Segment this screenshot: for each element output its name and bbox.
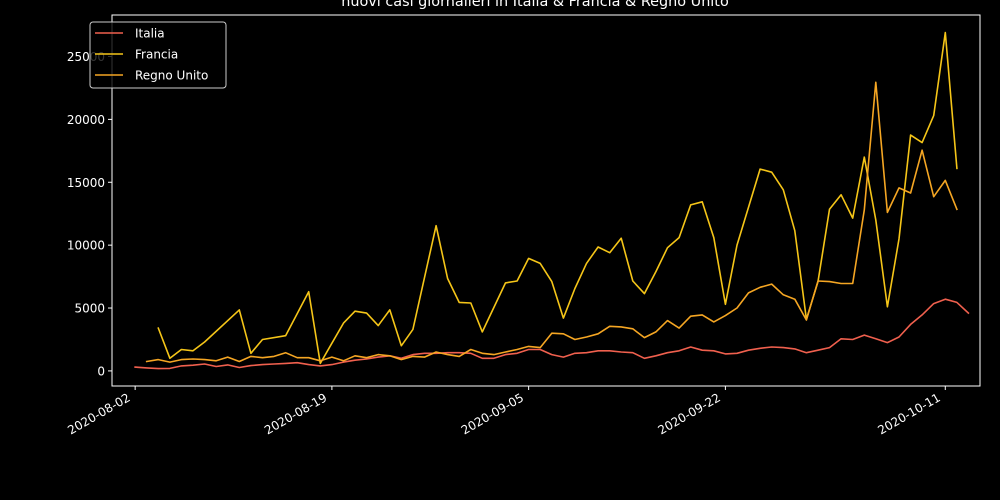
series-layer bbox=[134, 31, 970, 370]
series-line-italia bbox=[134, 298, 970, 370]
y-tick-label: 0 bbox=[97, 364, 105, 378]
legend: Italia Francia Regno Unito bbox=[89, 21, 227, 89]
plot-frame bbox=[111, 14, 981, 387]
plot-area bbox=[111, 14, 981, 387]
series-line-regno-unito bbox=[145, 81, 958, 363]
legend-label: Italia bbox=[135, 27, 165, 41]
y-tick-label: 20000 bbox=[67, 113, 105, 127]
y-tick-label: 10000 bbox=[67, 239, 105, 253]
chart-title: nuovi casi giornalieri in Italia & Franc… bbox=[341, 0, 729, 10]
y-tick-label: 5000 bbox=[74, 302, 105, 316]
legend-label: Regno Unito bbox=[135, 69, 208, 83]
legend-box bbox=[89, 21, 227, 89]
legend-label: Francia bbox=[135, 48, 178, 62]
y-tick-label: 15000 bbox=[67, 176, 105, 190]
series-line-francia bbox=[157, 31, 958, 365]
